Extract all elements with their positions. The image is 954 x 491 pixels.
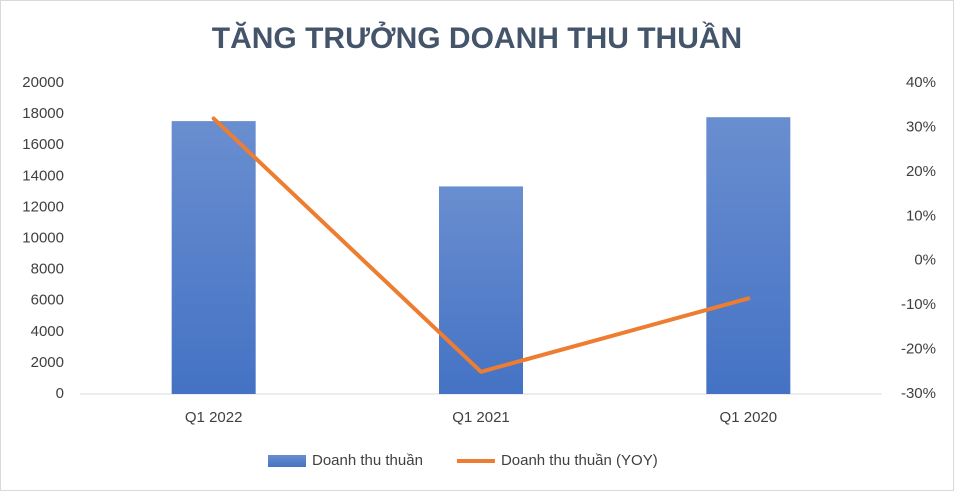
y-tick-label: 18000 (22, 105, 64, 122)
bar (439, 186, 523, 394)
y2-tick-label: -10% (901, 296, 936, 313)
x-tick-label: Q1 2020 (720, 409, 778, 426)
y-tick-label: 2000 (31, 354, 64, 371)
y2-tick-label: 40% (906, 74, 936, 91)
chart-title: TĂNG TRƯỞNG DOANH THU THUẦN (212, 21, 742, 55)
y2-tick-label: -20% (901, 341, 936, 358)
legend-label: Doanh thu thuần (YOY) (501, 452, 658, 469)
y-tick-label: 20000 (22, 74, 64, 91)
y-tick-label: 8000 (31, 261, 64, 278)
y-tick-label: 4000 (31, 323, 64, 340)
y-tick-label: 16000 (22, 136, 64, 153)
y-tick-label: 12000 (22, 198, 64, 215)
y-tick-label: 14000 (22, 167, 64, 184)
y2-tick-label: 10% (906, 207, 936, 224)
y-tick-label: 0 (56, 385, 64, 402)
y-tick-label: 6000 (31, 292, 64, 309)
legend-swatch (268, 455, 306, 467)
y2-tick-label: 20% (906, 163, 936, 180)
y-tick-label: 10000 (22, 229, 64, 246)
x-tick-label: Q1 2022 (185, 409, 243, 426)
line (211, 116, 751, 374)
y2-tick-label: -30% (901, 385, 936, 402)
x-tick-label: Q1 2021 (452, 409, 510, 426)
y2-tick-label: 0% (914, 252, 936, 269)
bar (706, 117, 791, 395)
y2-tick-label: 30% (906, 118, 936, 135)
bar (171, 121, 256, 394)
legend-label: Doanh thu thuần (312, 452, 423, 469)
